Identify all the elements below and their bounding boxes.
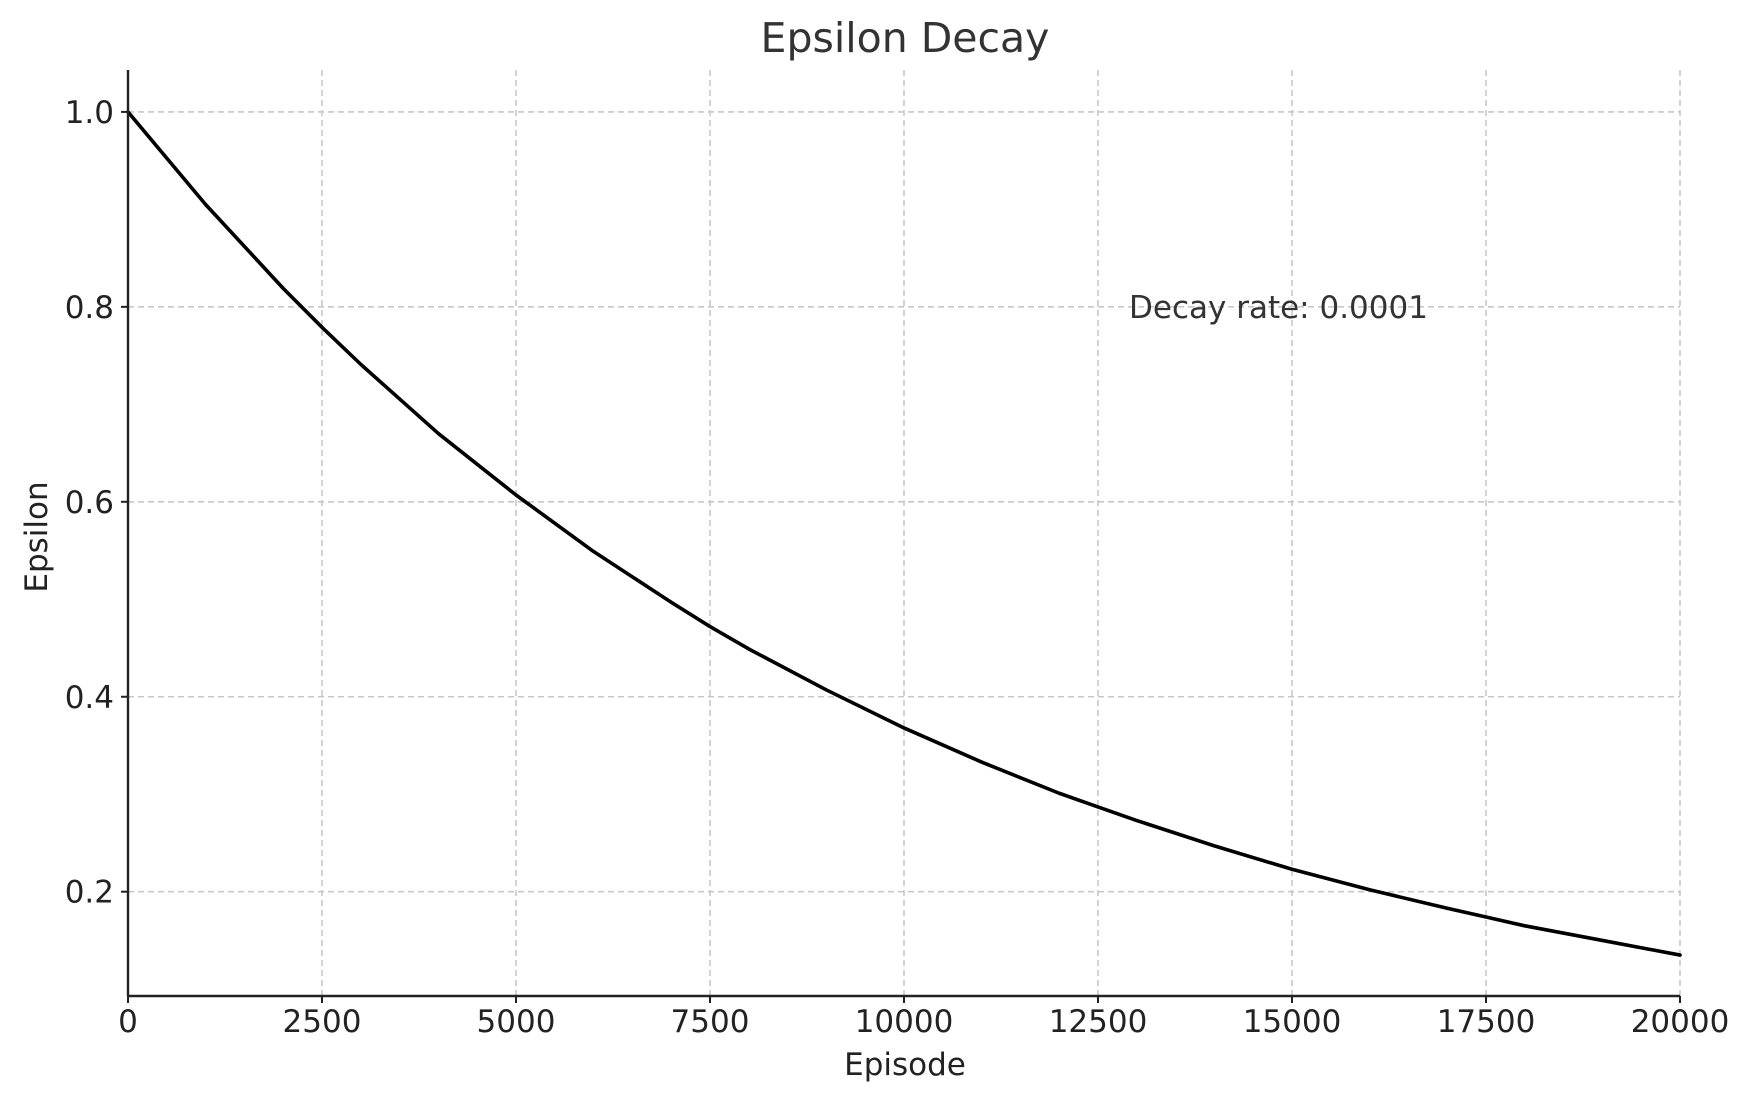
x-tick-label: 5000: [477, 1004, 556, 1040]
x-axis-label: Episode: [844, 1047, 966, 1083]
y-tick-label: 0.6: [65, 485, 114, 521]
x-tick-label: 17500: [1437, 1004, 1536, 1040]
x-tick-label: 20000: [1631, 1004, 1730, 1040]
grid: [128, 70, 1681, 996]
decay-rate-annotation: Decay rate: 0.0001: [1129, 290, 1428, 326]
y-tick-label: 0.8: [65, 290, 114, 326]
chart-title: Epsilon Decay: [761, 14, 1050, 62]
x-tick-label: 7500: [671, 1004, 750, 1040]
y-tick-label: 1.0: [65, 95, 114, 131]
x-tick-label: 2500: [283, 1004, 362, 1040]
axes: [121, 70, 1681, 1003]
x-tick-label: 0: [118, 1004, 138, 1040]
series-layer: [126, 110, 1682, 957]
tick-labels: 0 2500 5000 7500 10000 12500 15000 17500 20000 0.…: [65, 95, 1730, 1040]
x-tick-label: 10000: [855, 1004, 954, 1040]
y-tick-label: 0.2: [65, 875, 114, 911]
annotations: Decay rate: 0.0001: [1129, 290, 1428, 326]
x-tick-label: 15000: [1243, 1004, 1342, 1040]
y-axis-label: Epsilon: [19, 481, 55, 592]
series-line: [126, 110, 1682, 957]
x-tick-label: 12500: [1049, 1004, 1148, 1040]
y-tick-label: 0.4: [65, 680, 114, 716]
